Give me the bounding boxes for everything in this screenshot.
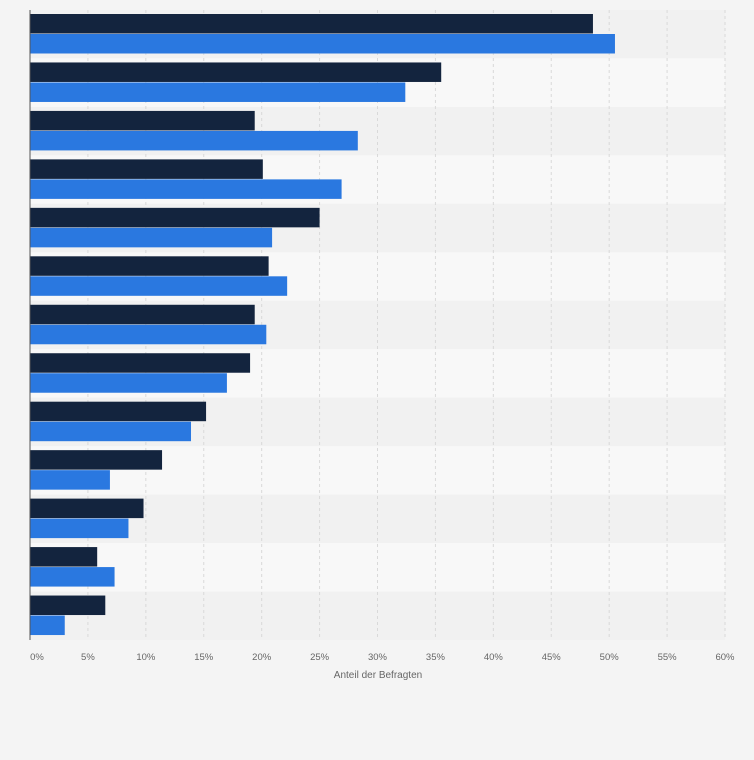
bar [30,547,98,567]
bar [30,421,192,442]
x-tick-label: 60% [715,652,735,663]
bar [30,373,227,393]
bar [30,353,251,373]
bar [30,62,442,82]
bar [30,159,263,179]
x-tick-label: 0% [30,652,44,663]
bar [30,179,342,199]
gridlines [87,10,726,640]
bar [30,567,115,587]
x-tick-label: 20% [252,652,272,663]
bar [30,34,615,54]
x-tick-labels: 0% 5% 10% 15% 20% 25% 30% 35% 40% 45% 50% 55% 60% [30,652,735,663]
x-tick-label: 30% [368,652,388,663]
bar [30,595,106,616]
x-tick-label: 50% [600,652,620,663]
bar [30,518,129,539]
x-tick-label: 10% [136,652,156,663]
bar [30,14,593,34]
x-tick-label: 25% [310,652,330,663]
bar [30,450,163,470]
bar [30,276,288,296]
x-tick-label: 55% [658,652,678,663]
x-tick-label: 45% [542,652,562,663]
bar [30,207,320,228]
bar [30,304,255,325]
bar [30,470,110,490]
bar [30,498,144,519]
x-tick-label: 35% [426,652,446,663]
x-axis-title: Anteil der Befragten [334,670,422,681]
bar [30,130,358,151]
bars [30,14,615,636]
bar [30,227,273,248]
bar [30,82,406,102]
bar [30,256,269,276]
x-tick-label: 40% [484,652,504,663]
x-tick-label: 15% [194,652,214,663]
bar [30,324,267,345]
x-tick-label: 5% [81,652,95,663]
bar [30,615,65,636]
bar [30,110,255,131]
bar [30,401,207,422]
